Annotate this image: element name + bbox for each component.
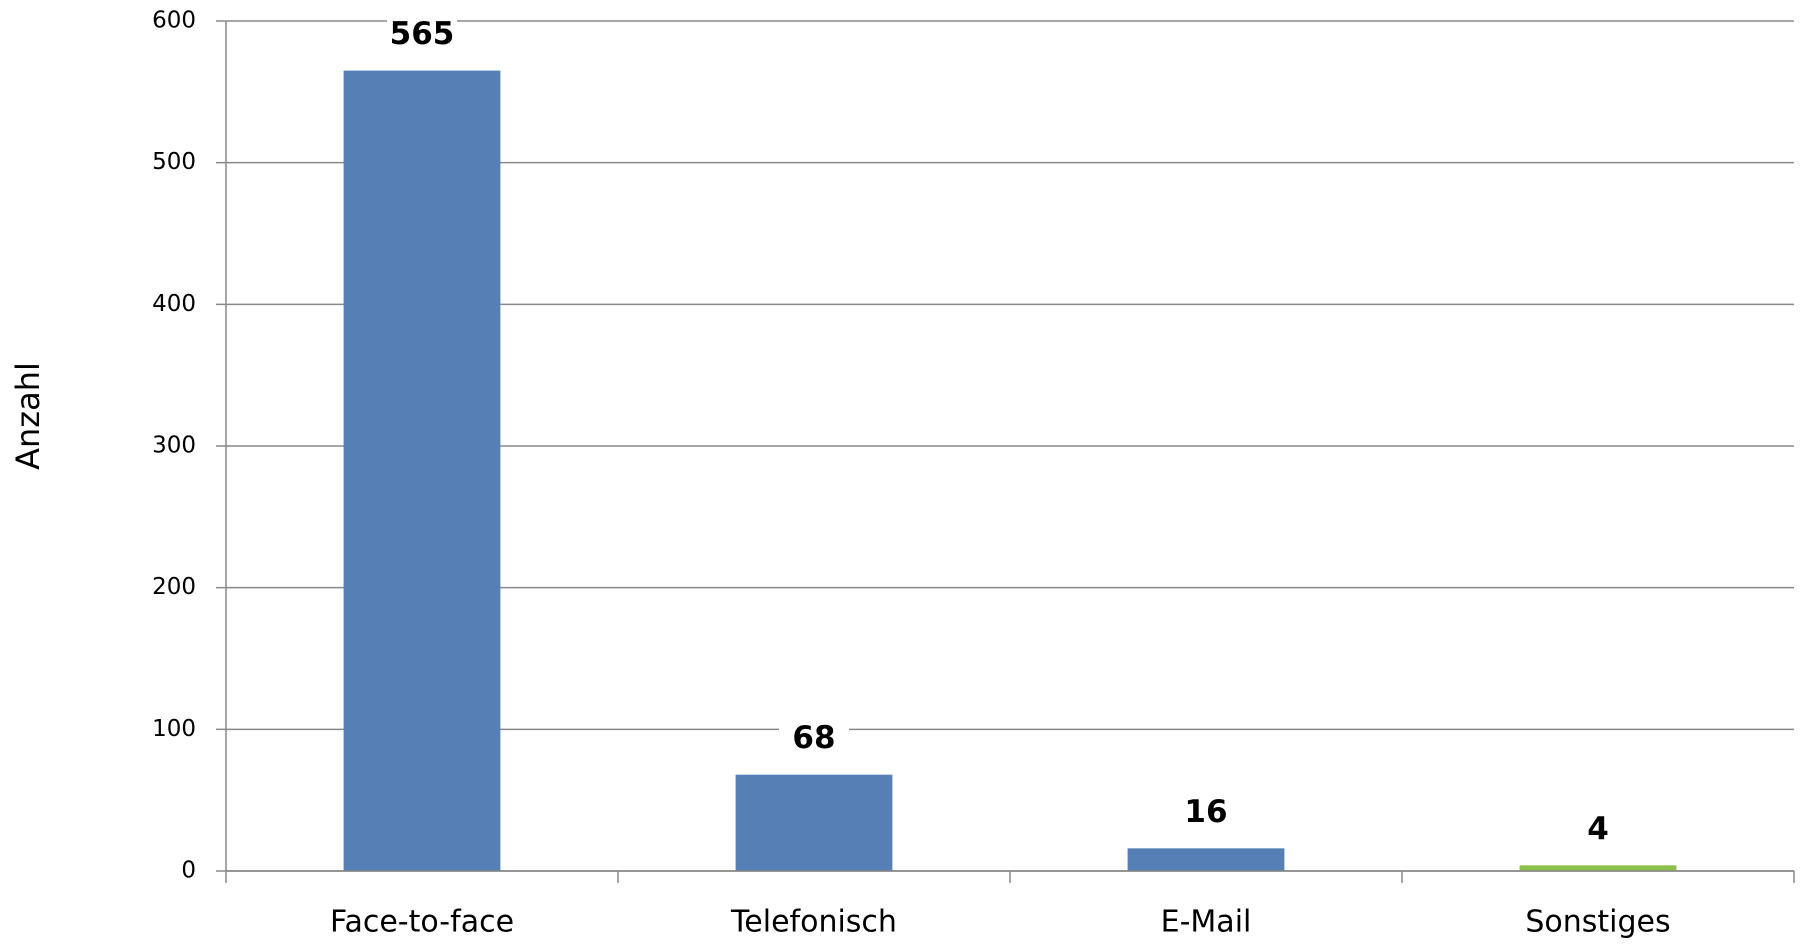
bar (343, 70, 501, 872)
value-label: 16 (1184, 794, 1227, 830)
value-label: 68 (792, 720, 835, 756)
value-label-bg (779, 719, 849, 760)
bar (1519, 865, 1677, 871)
x-tick-label: Face-to-face (330, 905, 514, 940)
y-tick-label: 100 (152, 716, 196, 742)
x-tick-label: E-Mail (1161, 905, 1252, 940)
value-label-bg (1563, 810, 1633, 851)
value-label-bg (1171, 793, 1241, 834)
y-tick-label: 200 (152, 574, 196, 600)
y-tick-label: 400 (152, 291, 196, 317)
x-tick-label: Telefonisch (730, 905, 897, 940)
y-tick-label: 500 (152, 149, 196, 175)
bar (735, 774, 893, 871)
x-tick-label: Sonstiges (1525, 905, 1670, 940)
y-tick-label: 0 (181, 858, 196, 884)
y-tick-label: 300 (152, 433, 196, 459)
value-label: 4 (1587, 811, 1609, 847)
y-axis-label: Anzahl (9, 362, 47, 470)
value-label: 565 (390, 16, 455, 52)
bar (1127, 848, 1285, 871)
y-tick-label: 600 (152, 8, 196, 34)
value-label-bg (387, 15, 457, 56)
